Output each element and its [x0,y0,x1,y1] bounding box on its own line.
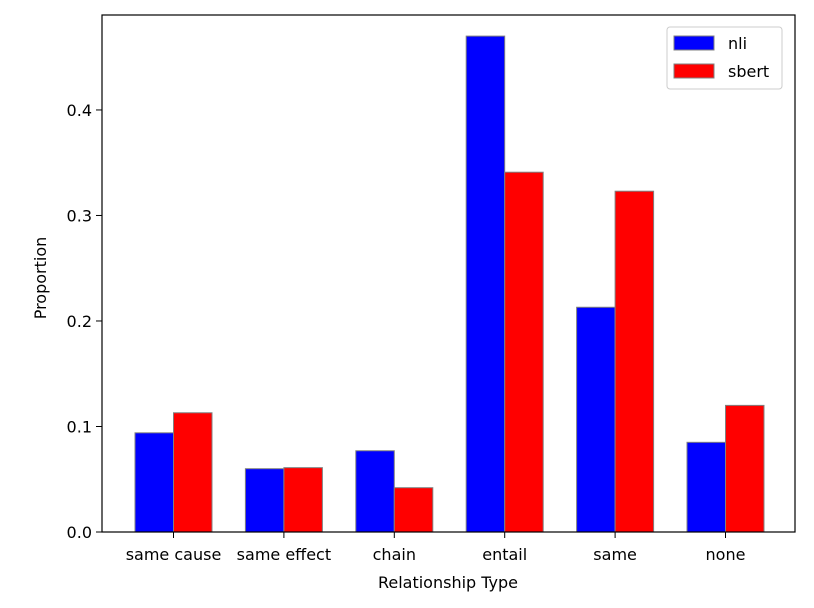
bar-nli-same-effect [244,468,285,533]
x-tick-label: same [593,545,637,564]
x-axis-label: Relationship Type [378,573,518,592]
y-tick-label: 0.4 [67,101,92,120]
x-tick-label: none [706,545,746,564]
legend-label-nli: nli [728,34,747,53]
bar-sbert-same [614,190,655,533]
plot-frame [101,14,796,533]
x-tick-label: same effect [237,545,331,564]
bar-nli-entail [465,35,506,533]
bar-sbert-none [725,404,765,533]
legend-swatch-sbert [673,63,715,79]
legend: nli sbert [666,26,783,90]
legend-swatch-nli [673,35,715,51]
y-axis-label: Proportion [31,237,50,320]
bar-sbert-same-effect [283,467,323,533]
legend-label-sbert: sbert [728,62,769,81]
bar-sbert-entail [504,171,544,533]
y-tick-label: 0.2 [67,312,92,331]
bar-sbert-same-cause [173,412,213,533]
x-tick-label: entail [482,545,527,564]
y-tick-label: 0.3 [67,206,92,225]
bar-nli-none [686,441,726,533]
x-tick-label: chain [373,545,416,564]
x-tick-label: same cause [126,545,222,564]
y-axis: 0.0 0.1 0.2 0.3 0.4 [67,101,102,542]
bar-nli-chain [355,450,395,533]
y-tick-label: 0.1 [67,417,92,436]
y-tick-label: 0.0 [67,523,92,542]
x-axis: same cause same effect chain entail same none [126,532,746,564]
bar-sbert-chain [393,487,434,533]
bar-nli-same [576,306,616,533]
bars-group [134,35,765,533]
bar-nli-same-cause [134,432,174,533]
